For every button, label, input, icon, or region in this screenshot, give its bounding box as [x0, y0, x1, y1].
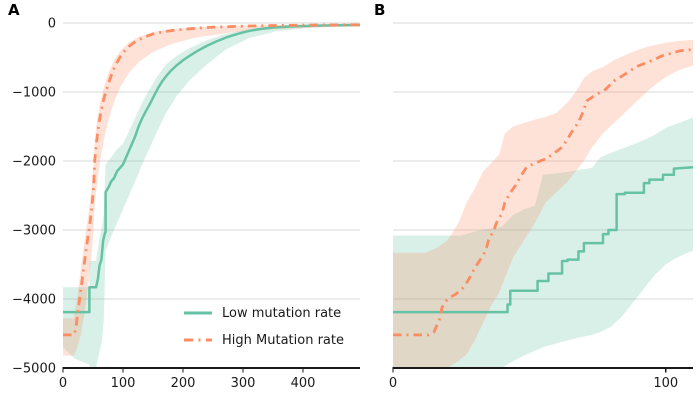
legend: Low mutation rate High Mutation rate [183, 302, 344, 351]
y-tick-label: −3000 [12, 224, 56, 239]
legend-label-high: High Mutation rate [222, 332, 344, 348]
y-tick-label: −4000 [12, 293, 56, 308]
x-tick-label: 300 [231, 376, 256, 391]
x-tick-label: 0 [59, 376, 67, 391]
x-tick-label: 200 [171, 376, 196, 391]
y-tick-label: −1000 [12, 86, 56, 101]
legend-item-high: High Mutation rate [183, 329, 344, 351]
x-tick-label: 100 [653, 376, 678, 391]
panel-a-label: A [8, 1, 20, 19]
legend-marker-solid-line-icon [184, 311, 212, 315]
y-tick-label: 0 [48, 17, 56, 32]
panel-b-label: B [374, 1, 386, 19]
high-series-line [63, 23, 360, 337]
low-series-line [393, 165, 693, 314]
x-tick-label: 0 [389, 376, 397, 391]
low-confidence-band [63, 24, 360, 368]
y-tick-label: −5000 [12, 362, 56, 377]
legend-marker-dashdot-line-icon [184, 338, 212, 342]
x-tick-label: 400 [291, 376, 316, 391]
legend-item-low: Low mutation rate [183, 302, 344, 324]
low-confidence-band [393, 117, 693, 368]
high-series-line [393, 48, 693, 337]
low-series-line [63, 23, 360, 314]
y-tick-label: −2000 [12, 155, 56, 170]
legend-label-low: Low mutation rate [222, 305, 342, 321]
x-tick-label: 100 [111, 376, 136, 391]
high-confidence-band [393, 39, 693, 368]
